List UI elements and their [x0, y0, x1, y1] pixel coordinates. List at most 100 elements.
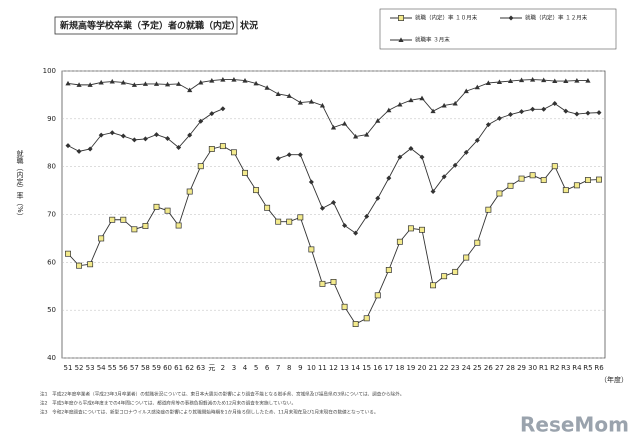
data-point	[441, 102, 447, 108]
data-point	[541, 77, 547, 83]
data-point	[153, 203, 160, 210]
data-point	[496, 115, 502, 121]
data-point	[109, 216, 116, 223]
data-point	[297, 214, 304, 221]
data-point	[286, 152, 292, 158]
data-point	[319, 205, 325, 211]
data-point	[397, 154, 403, 160]
y-tick-label: 40	[47, 354, 56, 362]
watermark: ReseMom	[520, 413, 629, 437]
x-tick-label: 26	[484, 364, 493, 372]
data-point	[552, 78, 558, 84]
legend-label: 就職（内定）率 １２月末	[525, 14, 588, 22]
data-point	[574, 77, 580, 83]
x-tick-label: 54	[97, 364, 106, 372]
data-point	[518, 175, 525, 182]
data-point	[297, 152, 303, 158]
data-point	[220, 77, 226, 82]
data-point	[253, 80, 259, 86]
data-point	[264, 204, 271, 211]
data-point	[330, 278, 337, 285]
x-tick-label: 57	[130, 364, 139, 372]
data-point	[375, 118, 381, 123]
data-point	[408, 97, 414, 103]
footnote: 注1 平成22年度卒業者（平成23年3月卒業者）の就職状況については、東日本大震…	[40, 391, 404, 398]
footnote: 注3 令和2年度調査については、新型コロナウイルス感染症の影響により就職開始時期…	[40, 409, 378, 416]
data-point	[563, 108, 569, 114]
x-tick-label: R4	[572, 364, 582, 372]
data-point	[165, 135, 171, 141]
data-point	[87, 82, 93, 87]
data-point	[164, 81, 171, 87]
y-tick-label: 50	[47, 306, 56, 314]
series-line	[67, 145, 600, 325]
x-tick-label: 53	[86, 364, 95, 372]
x-tick-label: 20	[418, 364, 427, 372]
data-point	[419, 226, 425, 233]
data-point	[441, 273, 448, 280]
x-tick-label: 14	[351, 364, 360, 372]
data-point	[375, 195, 381, 201]
series-line	[67, 103, 600, 234]
x-tick-label: 51	[64, 364, 73, 372]
data-point	[518, 77, 525, 83]
data-point	[562, 187, 569, 194]
footnote: 注2 平成5年度から平成6年度までの4年間については、都道府県等の事務負担軽減の…	[40, 400, 296, 407]
y-axis-label: 就職（内定）率（%）	[16, 149, 24, 219]
x-tick-label: R1	[539, 364, 548, 372]
data-point	[198, 118, 204, 124]
data-point	[474, 84, 480, 90]
data-point	[419, 154, 425, 160]
data-point	[519, 109, 525, 115]
x-tick-label: R3	[561, 364, 570, 372]
data-point	[76, 82, 82, 87]
x-tick-label: 23	[451, 364, 460, 372]
legend-marker	[508, 15, 514, 21]
data-point	[330, 124, 337, 130]
x-tick-label: 22	[440, 364, 449, 372]
data-point	[407, 225, 414, 232]
data-point	[408, 145, 414, 151]
x-tick-label: 7	[276, 364, 280, 372]
data-point	[209, 77, 215, 83]
legend-box	[379, 8, 617, 50]
data-point	[76, 262, 83, 269]
data-point	[485, 206, 492, 213]
data-point	[187, 87, 193, 93]
data-point	[76, 148, 82, 154]
data-point	[441, 174, 447, 180]
data-point	[231, 77, 237, 82]
data-point	[530, 106, 536, 112]
data-point	[176, 145, 182, 151]
x-tick-label: 24	[462, 364, 471, 372]
data-point	[142, 136, 148, 142]
legend-marker	[398, 37, 404, 42]
data-point	[131, 137, 137, 143]
data-point	[496, 190, 503, 197]
legend-label: 就職（内定）率 １０月末	[415, 14, 478, 22]
data-point	[208, 146, 215, 152]
x-tick-label: 25	[473, 364, 482, 372]
x-tick-label: 21	[429, 364, 438, 372]
data-point	[353, 230, 359, 236]
data-point	[507, 78, 514, 84]
data-point	[142, 81, 149, 86]
x-tick-label: 8	[287, 364, 291, 372]
data-point	[198, 79, 204, 85]
x-tick-label: 55	[108, 364, 117, 372]
x-tick-label: 5	[254, 364, 258, 372]
data-point	[308, 246, 315, 253]
data-point	[474, 239, 481, 246]
data-point	[297, 99, 303, 105]
x-tick-label: 28	[506, 364, 515, 372]
y-tick-label: 100	[43, 67, 56, 75]
data-point	[485, 80, 491, 85]
x-tick-label: 3	[232, 364, 236, 372]
data-point	[507, 182, 514, 189]
data-point	[187, 132, 193, 138]
x-tick-label: 12	[329, 364, 338, 372]
data-point	[574, 111, 580, 117]
data-point	[430, 108, 436, 114]
data-point	[87, 146, 93, 152]
